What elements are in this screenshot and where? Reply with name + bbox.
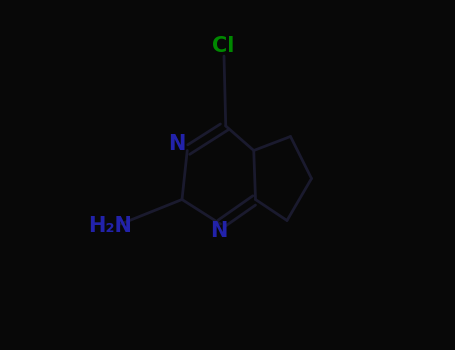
Text: H₂N: H₂N	[88, 216, 132, 236]
Text: N: N	[210, 221, 228, 241]
Text: N: N	[168, 134, 186, 154]
Text: Cl: Cl	[212, 35, 234, 56]
